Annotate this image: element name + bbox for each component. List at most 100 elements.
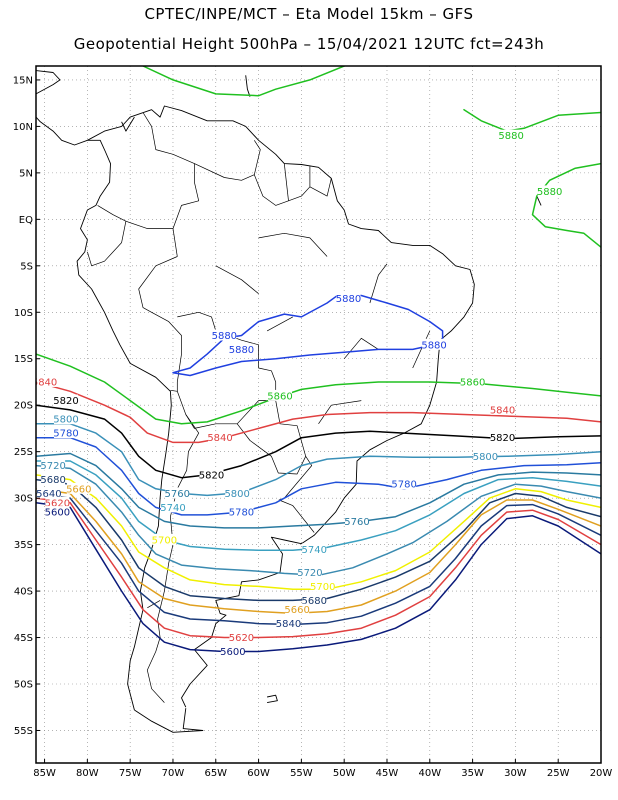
lon-tick-label: 50W — [333, 768, 356, 779]
contour-label-bg — [36, 487, 61, 499]
contour-5700 — [36, 474, 601, 590]
contour-label-bg — [267, 389, 292, 401]
coastline-segment — [267, 694, 278, 704]
lon-tick-label: 70W — [162, 768, 185, 779]
map-frame — [35, 65, 602, 764]
lon-tick-label: 25W — [547, 768, 570, 779]
contour-label: 5880 — [421, 340, 446, 351]
border-segment — [138, 256, 182, 392]
contour-5640 — [36, 492, 601, 626]
contour-label: 5820 — [199, 470, 224, 481]
border-segment — [318, 400, 362, 424]
coastline-segment — [36, 70, 61, 95]
contour-label: 5780 — [229, 508, 254, 519]
country-borders — [87, 112, 431, 703]
contour-label: 5820 — [53, 396, 78, 407]
contour-label: 5740 — [160, 503, 185, 514]
contour-label-bg — [490, 403, 515, 415]
contour-label: 5600 — [45, 508, 70, 519]
lat-tick-label: 15N — [13, 75, 33, 86]
lon-tick-label: 45W — [376, 768, 399, 779]
contour-label: 5680 — [301, 596, 326, 607]
lat-tick-label: 20S — [14, 401, 33, 412]
contour-label-bg — [229, 343, 254, 355]
lat-tick-label: 40S — [14, 587, 33, 598]
lat-tick-label: 30S — [14, 494, 33, 505]
contour-label: 5880 — [336, 294, 361, 305]
contour-label-bg — [460, 375, 485, 387]
lon-tick-label: 65W — [204, 768, 227, 779]
contour-label: 5760 — [344, 517, 369, 528]
contour-label-bg — [165, 487, 190, 499]
contour-label-bg — [41, 459, 66, 471]
border-segment — [215, 265, 259, 294]
border-segment — [258, 232, 328, 257]
contour-label: 5800 — [224, 489, 249, 500]
lat-tick-label: 15S — [14, 354, 33, 365]
coastlines — [36, 70, 542, 733]
lat-tick-label: 45S — [14, 633, 33, 644]
contour-label: 5800 — [53, 415, 78, 426]
contour-label: 5740 — [301, 545, 326, 556]
contour-label-bg — [152, 533, 177, 545]
contour-5760 — [36, 452, 601, 529]
contour-label: 5840 — [32, 377, 57, 388]
contour-label: 5800 — [473, 452, 498, 463]
contour-label-bg — [53, 394, 78, 406]
contour-5820 — [36, 404, 601, 479]
contour-label: 5640 — [36, 489, 61, 500]
lon-tick-label: 30W — [504, 768, 527, 779]
contour-label: 5760 — [165, 489, 190, 500]
contour-label: 5600 — [220, 647, 245, 658]
contour-label-bg — [53, 413, 78, 425]
contour-labels: 5880 5880 5880 5880 5880 5880 5860 5860 5840 5840… — [32, 129, 562, 658]
contour-label: 5780 — [391, 480, 416, 491]
coastline-segment — [76, 139, 172, 711]
coastline-segment — [121, 116, 135, 132]
contour-5660 — [36, 488, 601, 615]
border-segment — [194, 140, 261, 181]
lon-tick-label: 20W — [590, 768, 613, 779]
border-segment — [142, 112, 200, 257]
lon-tick-label: 55W — [290, 768, 313, 779]
contour-label: 5880 — [229, 345, 254, 356]
contour-label: 5860 — [460, 377, 485, 388]
lat-tick-label: 10N — [13, 122, 33, 133]
contour-label: 5720 — [297, 568, 322, 579]
contour-label: 5700 — [152, 535, 177, 546]
contour-label-bg — [208, 431, 233, 443]
contour-label: 5700 — [310, 582, 335, 593]
lat-tick-label: 25S — [14, 447, 33, 458]
contour-label-bg — [220, 645, 245, 657]
coastline-segment — [245, 75, 251, 97]
contour-label-bg — [199, 468, 224, 480]
contour-label-bg — [422, 338, 447, 350]
contour-label: 5840 — [207, 433, 232, 444]
contour-label-bg — [212, 329, 237, 341]
contour-label-bg — [225, 487, 250, 499]
border-segment — [125, 220, 173, 229]
lat-tick-label: EQ — [19, 215, 33, 226]
lat-tick-label: 50S — [14, 680, 33, 691]
border-segment — [369, 263, 388, 304]
contour-5840 — [36, 381, 601, 444]
chart-title-line1: CPTEC/INPE/MCT – Eta Model 15km – GFS — [144, 5, 474, 23]
contour-label: 5680 — [40, 475, 65, 486]
contour-label: 5840 — [490, 405, 515, 416]
lon-tick-label: 40W — [418, 768, 441, 779]
contour-label: 5820 — [490, 433, 515, 444]
contour-5860 — [142, 66, 345, 97]
border-segment — [236, 423, 307, 475]
border-segment — [283, 163, 289, 201]
lon-tick-label: 85W — [33, 768, 56, 779]
contour-label-bg — [499, 129, 524, 141]
coastline-segment — [36, 116, 88, 146]
axis-ticks: 15N 10N 5N EQ 5S 10S 15S 20S 25S 30S 35S 40S 45S 50S 5… — [13, 75, 613, 779]
border-segment — [87, 205, 127, 267]
contour-label-bg — [229, 631, 254, 643]
chart-title-line2: Geopotential Height 500hPa – 15/04/2021 … — [73, 35, 545, 53]
contour-label: 5720 — [40, 461, 65, 472]
coastline-segment — [87, 105, 475, 708]
contour-label: 5860 — [267, 391, 292, 402]
contour-label-bg — [392, 478, 417, 490]
